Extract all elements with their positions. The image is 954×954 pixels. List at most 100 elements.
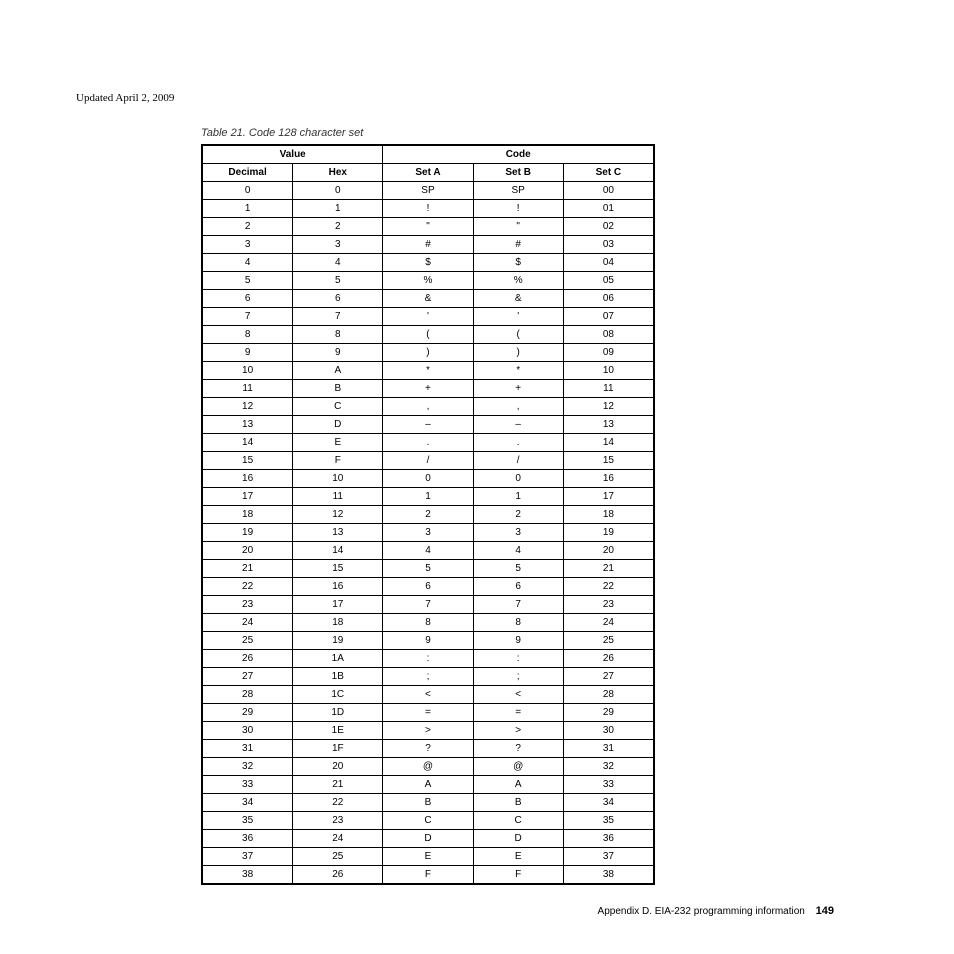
table-cell: 32 — [203, 758, 293, 776]
table-cell: 7 — [383, 596, 473, 614]
table-cell: C — [473, 812, 563, 830]
table-cell: 2 — [293, 218, 383, 236]
table-cell: 19 — [293, 632, 383, 650]
table-row: 16100016 — [203, 470, 654, 488]
table-cell: 1D — [293, 704, 383, 722]
table-cell: 8 — [473, 614, 563, 632]
table-cell: 8 — [293, 326, 383, 344]
table-cell: 03 — [563, 236, 653, 254]
table-cell: & — [473, 290, 563, 308]
table-cell: + — [473, 380, 563, 398]
table-cell: 07 — [563, 308, 653, 326]
table-cell: 20 — [563, 542, 653, 560]
table-cell: C — [293, 398, 383, 416]
table-cell: 32 — [563, 758, 653, 776]
table-cell: F — [473, 866, 563, 884]
table-cell: D — [383, 830, 473, 848]
table-row: 281C<<28 — [203, 686, 654, 704]
table-cell: 06 — [563, 290, 653, 308]
table-row: 66&&06 — [203, 290, 654, 308]
table-cell: 19 — [203, 524, 293, 542]
table-row: 3826FF38 — [203, 866, 654, 884]
table-cell: 25 — [563, 632, 653, 650]
table-cell: ' — [383, 308, 473, 326]
table-cell: 24 — [293, 830, 383, 848]
table-cell: 1E — [293, 722, 383, 740]
table-cell: 38 — [563, 866, 653, 884]
table-cell: 5 — [383, 560, 473, 578]
table-cell: 5 — [293, 272, 383, 290]
table-row: 77''07 — [203, 308, 654, 326]
table-cell: $ — [473, 254, 563, 272]
table-cell: 4 — [383, 542, 473, 560]
table-cell: , — [383, 398, 473, 416]
table-cell: ) — [383, 344, 473, 362]
table-cell: 2 — [383, 506, 473, 524]
table-cell: > — [383, 722, 473, 740]
table-cell: % — [473, 272, 563, 290]
table-cell: 37 — [563, 848, 653, 866]
table-cell: 7 — [293, 308, 383, 326]
table-row: 00SPSP00 — [203, 182, 654, 200]
table-cell: 10 — [563, 362, 653, 380]
table-cell: , — [473, 398, 563, 416]
table-cell: 36 — [203, 830, 293, 848]
table-cell: 12 — [203, 398, 293, 416]
table-cell: 0 — [383, 470, 473, 488]
table-cell: % — [383, 272, 473, 290]
table-cell: – — [473, 416, 563, 434]
table-cell: 10 — [293, 470, 383, 488]
table-row: 291D==29 — [203, 704, 654, 722]
table-cell: 6 — [383, 578, 473, 596]
table-cell: 9 — [473, 632, 563, 650]
table-cell: 2 — [473, 506, 563, 524]
table-cell: 31 — [563, 740, 653, 758]
table-cell: 27 — [563, 668, 653, 686]
table-cell: D — [473, 830, 563, 848]
table-cell: 34 — [203, 794, 293, 812]
page-footer: Appendix D. EIA-232 programming informat… — [0, 905, 954, 917]
table-cell: 17 — [203, 488, 293, 506]
table-cell: . — [383, 434, 473, 452]
table-cell: 24 — [203, 614, 293, 632]
table-cell: 13 — [293, 524, 383, 542]
table-cell: @ — [473, 758, 563, 776]
table-cell: 5 — [473, 560, 563, 578]
table-cell: 14 — [203, 434, 293, 452]
table-cell: 6 — [473, 578, 563, 596]
table-cell: 1 — [293, 200, 383, 218]
table-cell: 05 — [563, 272, 653, 290]
table-row: 3725EE37 — [203, 848, 654, 866]
table-cell: 3 — [293, 236, 383, 254]
table-row: 21155521 — [203, 560, 654, 578]
table-cell: ! — [473, 200, 563, 218]
table-cell: 38 — [203, 866, 293, 884]
table-cell: 9 — [293, 344, 383, 362]
table-cell: 30 — [563, 722, 653, 740]
table-cell: 4 — [293, 254, 383, 272]
table-row: 10A**10 — [203, 362, 654, 380]
table-cell: 36 — [563, 830, 653, 848]
table-row: 24188824 — [203, 614, 654, 632]
table-cell: 25 — [203, 632, 293, 650]
table-row: 19133319 — [203, 524, 654, 542]
table-cell: & — [383, 290, 473, 308]
table-cell: 1 — [383, 488, 473, 506]
table-cell: 1A — [293, 650, 383, 668]
table-cell: : — [473, 650, 563, 668]
table-cell: 4 — [203, 254, 293, 272]
table-cell: 01 — [563, 200, 653, 218]
table-cell: < — [473, 686, 563, 704]
table-cell: 26 — [293, 866, 383, 884]
table-cell: 26 — [563, 650, 653, 668]
table-cell: 15 — [293, 560, 383, 578]
table-cell: ' — [473, 308, 563, 326]
table-cell: # — [473, 236, 563, 254]
table-row: 13D––13 — [203, 416, 654, 434]
table-cell: 23 — [563, 596, 653, 614]
table-cell: 1 — [473, 488, 563, 506]
col-group-code: Code — [383, 146, 654, 164]
table-cell: 3 — [203, 236, 293, 254]
table-cell: 31 — [203, 740, 293, 758]
table-cell: 10 — [203, 362, 293, 380]
